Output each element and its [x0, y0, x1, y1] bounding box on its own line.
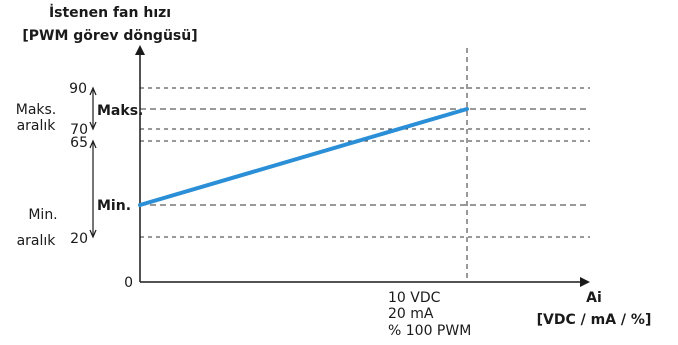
- x-max-label-line1: 10 VDC: [388, 290, 441, 306]
- y-axis-title-line2: [PWM görev döngüsü]: [22, 28, 197, 44]
- min-range-arrow-top: [89, 139, 97, 149]
- min-range-label-line2: aralık: [17, 233, 57, 249]
- y-tick-65: 65: [70, 135, 88, 151]
- y-axis-title-line1: İstenen fan hızı: [49, 4, 171, 21]
- x-max-label-line3: % 100 PWM: [388, 323, 471, 339]
- y-tick-70: 70: [70, 122, 88, 138]
- min-range-arrow-bottom: [89, 229, 97, 239]
- max-range-arrow-bottom: [89, 121, 97, 131]
- y-tick-90: 90: [69, 81, 87, 97]
- control-curve-line: [138, 107, 469, 207]
- x-axis-title-line2: [VDC / mA / %]: [537, 312, 652, 328]
- x-axis-title-line1: Ai: [586, 290, 602, 306]
- y-tick-0: 0: [124, 275, 133, 291]
- max-marker-label: Maks.: [97, 103, 143, 119]
- min-marker-label: Min.: [97, 198, 131, 214]
- max-range-label-line2: aralık: [17, 118, 57, 134]
- max-range-arrow-top: [89, 86, 97, 96]
- y-tick-20: 20: [70, 231, 88, 247]
- max-range-label-line1: Maks.: [16, 102, 57, 118]
- min-range-label-line1: Min.: [28, 207, 57, 223]
- x-max-label-line2: 20 mA: [388, 306, 434, 322]
